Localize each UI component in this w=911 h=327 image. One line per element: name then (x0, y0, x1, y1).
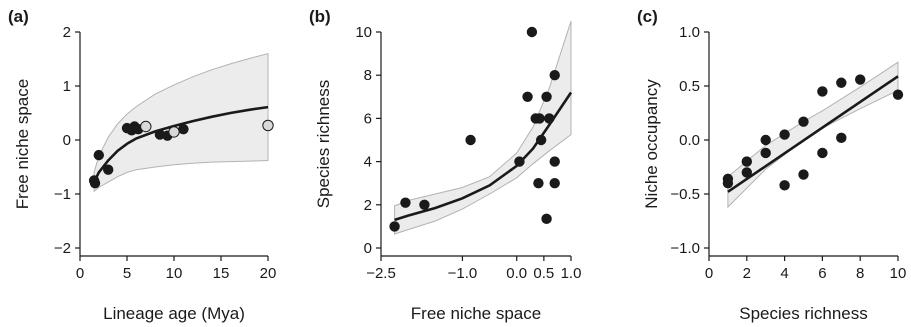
fit-line (92, 105, 269, 183)
x-tick-label: 0 (705, 265, 713, 282)
data-point (103, 164, 114, 175)
y-axis-label: Free niche space (13, 79, 32, 209)
y-axis-label: Species richness (314, 80, 333, 209)
data-point (419, 199, 430, 210)
data-point (836, 77, 847, 88)
data-point (389, 221, 400, 232)
data-point (544, 113, 555, 124)
y-tick-label: −1 (54, 186, 71, 203)
y-tick-label: 4 (364, 154, 372, 171)
data-point (514, 156, 525, 167)
data-point (836, 132, 847, 144)
data-point (549, 178, 560, 189)
panel-a: 0 5 10 15 20 −2 −1 0 1 2 Lineage age (Mya) Free nic… (8, 7, 276, 323)
x-tick-label: −2.5 (366, 265, 396, 282)
data-point (541, 213, 552, 225)
data-point (522, 91, 533, 103)
x-tick-label: 10 (166, 265, 183, 282)
x-tick-label: 6 (818, 265, 826, 282)
data-point (741, 156, 752, 167)
y-tick-label: −1.0 (670, 240, 700, 257)
x-tick-label: 8 (856, 265, 864, 282)
panel-c: 0 2 4 6 8 10 −1.0 −0.5 0.0 0.5 1.0 Species richness… (637, 7, 906, 323)
x-tick-label: 0 (76, 265, 84, 282)
data-point (798, 116, 809, 127)
x-tick-label: 5 (123, 265, 131, 282)
data-point (760, 147, 771, 159)
data-point (779, 180, 790, 191)
x-tick-label: 0.5 (533, 265, 554, 282)
data-point (722, 178, 734, 189)
data-point (798, 169, 809, 180)
data-point (779, 129, 790, 140)
x-tick-label: −1.0 (448, 265, 478, 282)
y-tick-label: 0.0 (679, 132, 700, 149)
panel-label: (b) (309, 7, 331, 26)
data-point (741, 167, 752, 178)
data-point (534, 113, 545, 124)
confidence-band (93, 52, 269, 193)
x-axis-label: Lineage age (Mya) (103, 304, 245, 323)
data-point (89, 178, 101, 189)
panel-label: (c) (637, 7, 658, 26)
y-tick-label: 2 (364, 197, 372, 214)
y-tick-label: 0.5 (679, 78, 700, 95)
data-point-open (262, 119, 274, 132)
y-tick-label: 1 (63, 78, 71, 95)
x-tick-label: 4 (780, 265, 788, 282)
y-tick-label: 0 (364, 240, 372, 257)
data-point (93, 149, 105, 161)
x-tick-label: 0.0 (506, 265, 527, 282)
x-tick-label: 1.0 (561, 265, 582, 282)
panel-label: (a) (8, 7, 29, 26)
data-point (535, 134, 547, 146)
y-tick-label: 2 (63, 24, 71, 41)
x-tick-label: 10 (890, 265, 907, 282)
x-axis-label: Free niche space (411, 304, 541, 323)
panel-b: −2.5 −1.0 0.0 0.5 1.0 0 2 4 6 8 10 Free niche space… (309, 7, 581, 323)
x-tick-label: 20 (260, 265, 277, 282)
data-point (526, 26, 538, 38)
y-axis-label: Niche occupancy (642, 79, 661, 209)
y-tick-label: 6 (364, 110, 372, 127)
x-tick-label: 2 (743, 265, 751, 282)
x-axis-label: Species richness (739, 304, 868, 323)
data-point (178, 124, 189, 135)
data-point (549, 70, 560, 81)
y-tick-label: 10 (355, 24, 372, 41)
y-tick-label: −2 (54, 240, 71, 257)
y-tick-label: −0.5 (670, 186, 700, 203)
y-tick-label: 1.0 (679, 24, 700, 41)
confidence-band (394, 21, 572, 235)
y-tick-label: 0 (63, 132, 71, 149)
data-point (400, 197, 411, 208)
y-tick-label: 8 (364, 67, 372, 84)
fit-line (727, 75, 899, 193)
data-point (855, 74, 866, 85)
data-point (760, 134, 771, 146)
data-point (817, 147, 828, 159)
data-point (465, 134, 476, 146)
x-tick-label: 15 (213, 265, 230, 282)
data-point (892, 89, 904, 100)
fit-line (394, 91, 573, 222)
data-point (549, 156, 560, 167)
data-point (541, 91, 552, 103)
data-point (533, 178, 544, 189)
data-point-open (168, 126, 180, 138)
data-point-open (140, 120, 152, 133)
data-point (817, 86, 828, 97)
